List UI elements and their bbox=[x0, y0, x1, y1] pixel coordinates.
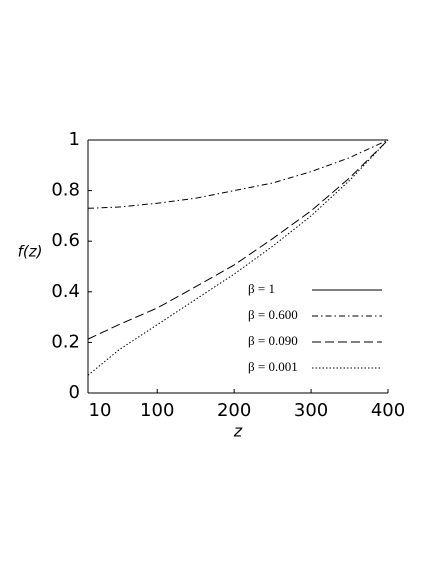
x-tick-label: 100 bbox=[140, 400, 174, 421]
x-tick-label: 10 bbox=[89, 400, 112, 421]
legend-label: β = 0.600 bbox=[248, 307, 298, 322]
y-axis-label: f(z) bbox=[18, 243, 43, 261]
y-tick-label: 0 bbox=[69, 382, 80, 403]
series-line bbox=[87, 139, 389, 376]
legend-label: β = 0.090 bbox=[248, 333, 298, 348]
y-tick-label: 0.4 bbox=[51, 281, 80, 302]
legend-label: β = 1 bbox=[248, 281, 275, 296]
series-line bbox=[87, 139, 389, 209]
y-tick-label: 1 bbox=[69, 129, 80, 150]
legend-label: β = 0.001 bbox=[248, 359, 298, 374]
series-line bbox=[87, 139, 389, 340]
x-tick-label: 400 bbox=[371, 400, 405, 421]
x-tick-label: 200 bbox=[217, 400, 251, 421]
x-axis-label: z bbox=[233, 422, 243, 441]
y-tick-label: 0.6 bbox=[51, 230, 80, 251]
y-tick-label: 0.2 bbox=[51, 331, 80, 352]
x-tick-label: 300 bbox=[294, 400, 328, 421]
y-tick-label: 0.8 bbox=[51, 180, 80, 201]
